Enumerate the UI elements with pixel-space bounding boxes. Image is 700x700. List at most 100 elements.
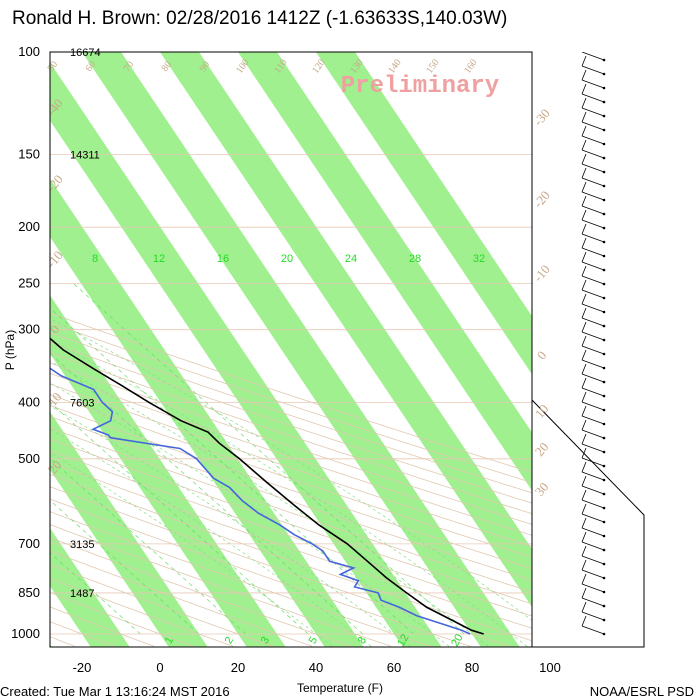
dry-adiabat xyxy=(50,577,234,647)
created-timestamp: Created: Tue Mar 1 13:16:24 MST 2016 xyxy=(0,684,230,699)
wind-barb-staff xyxy=(581,443,605,453)
mixing-ratio-label: 24 xyxy=(345,253,357,265)
wind-barb-staff xyxy=(581,317,605,327)
wind-barb-flag xyxy=(581,531,587,543)
wind-barb-flag xyxy=(581,237,587,249)
dry-adiabat-label: 50 xyxy=(46,59,61,74)
wind-barb-flag xyxy=(581,223,587,235)
y-tick-label: 700 xyxy=(18,536,40,551)
wind-barb-dot xyxy=(602,534,606,538)
wind-barb-flag xyxy=(581,293,587,305)
dry-adiabat xyxy=(50,362,532,525)
sounding-lines xyxy=(50,337,484,635)
wind-barb-staff xyxy=(581,219,605,229)
wind-barb-dot xyxy=(602,156,606,160)
isotherm-band xyxy=(82,52,520,647)
wind-barb-staff xyxy=(581,387,605,397)
wind-barb-dot xyxy=(602,604,606,608)
wind-barb-dot xyxy=(602,58,606,62)
wind-barb-dot xyxy=(602,380,606,384)
isotherm-label: 0 xyxy=(534,348,550,363)
wind-barb-flag xyxy=(581,615,587,627)
wind-barb-flag xyxy=(581,349,587,361)
mixing-ratio-label: 1 xyxy=(163,635,176,646)
dry-adiabat xyxy=(50,498,471,647)
isotherm-label: -20 xyxy=(530,188,553,211)
mixing-ratio-label: 12 xyxy=(395,632,412,649)
wind-barb-dot xyxy=(602,324,606,328)
wind-barb-flag xyxy=(581,391,587,403)
wind-barb-flag xyxy=(581,489,587,501)
wind-barb-staff xyxy=(581,177,605,187)
isotherm-band xyxy=(316,52,532,375)
wind-barb-flag xyxy=(581,139,587,151)
wind-barb-flag xyxy=(581,97,587,109)
wind-barb-flag xyxy=(581,503,587,515)
height-label: 3135 xyxy=(70,539,94,551)
dry-adiabat xyxy=(50,474,532,642)
wind-barb-staff xyxy=(581,247,605,257)
wind-barb-staff xyxy=(581,345,605,355)
wind-barb-flag xyxy=(581,405,587,417)
dry-adiabat xyxy=(50,404,532,570)
wind-barb-dot xyxy=(602,114,606,118)
isotherm-label: -20 xyxy=(43,172,66,195)
x-tick-label: 60 xyxy=(387,660,401,675)
wind-barb-dot xyxy=(602,464,606,468)
watermark: Preliminary xyxy=(341,73,499,100)
dry-adiabat xyxy=(50,564,273,647)
wind-barb-dot xyxy=(602,492,606,496)
y-tick-label: 500 xyxy=(18,451,40,466)
wind-barb-dot xyxy=(602,436,606,440)
y-tick-label: 250 xyxy=(18,276,40,291)
wind-barb-staff xyxy=(581,401,605,411)
wind-barb-dot xyxy=(602,618,606,622)
wind-barb-flag xyxy=(581,419,587,431)
wind-barb-staff xyxy=(581,233,605,243)
wind-barb-dot xyxy=(602,632,606,636)
wind-barb-flag xyxy=(581,587,587,599)
dry-adiabat xyxy=(50,383,532,547)
wind-barb-staff xyxy=(581,611,605,621)
wind-barb-flag xyxy=(581,461,587,473)
wind-barb-dot xyxy=(602,450,606,454)
dewpoint-line xyxy=(50,367,471,635)
wind-barbs xyxy=(581,52,606,636)
wind-barb-staff xyxy=(581,331,605,341)
wind-barb-flag xyxy=(581,83,587,95)
wind-barb-staff xyxy=(581,555,605,565)
wind-barb-flag xyxy=(581,153,587,165)
wind-barb-dot xyxy=(602,100,606,104)
dry-adiabat xyxy=(50,416,532,581)
wind-barb-flag xyxy=(581,363,587,375)
wind-barb-staff xyxy=(581,429,605,439)
isotherm-label: 10 xyxy=(532,401,552,421)
wind-barb-flag xyxy=(581,447,587,459)
mixing-ratio-label: 8 xyxy=(356,635,369,646)
wind-barb-staff xyxy=(581,541,605,551)
wind-barb-staff xyxy=(581,65,605,75)
wind-barb-staff xyxy=(581,205,605,215)
wind-barb-flag xyxy=(581,335,587,347)
wind-panel-outline xyxy=(531,52,645,648)
y-tick-label: 1000 xyxy=(11,626,40,641)
wind-barb-dot xyxy=(602,226,606,230)
mixing-ratio-label: 32 xyxy=(473,253,485,265)
x-tick-label: 0 xyxy=(156,660,163,675)
wind-barb-staff xyxy=(581,93,605,103)
dry-adiabat xyxy=(50,537,352,647)
credit-text: NOAA/ESRL PSD xyxy=(589,684,694,699)
wind-barb-flag xyxy=(581,321,587,333)
plot-frame xyxy=(49,51,533,648)
wind-barb-dot xyxy=(602,296,606,300)
x-tick-label: 20 xyxy=(231,660,245,675)
mixing-ratio-label: 12 xyxy=(153,253,165,265)
wind-barb-flag xyxy=(581,69,587,81)
dry-adiabat xyxy=(50,427,532,593)
mixing-ratio-label: 20 xyxy=(449,632,466,649)
wind-barb-staff xyxy=(581,513,605,523)
wind-barb-dot xyxy=(602,520,606,524)
wind-barb-staff xyxy=(581,52,605,61)
y-tick-label: 100 xyxy=(18,44,40,59)
wind-barb-dot xyxy=(602,142,606,146)
